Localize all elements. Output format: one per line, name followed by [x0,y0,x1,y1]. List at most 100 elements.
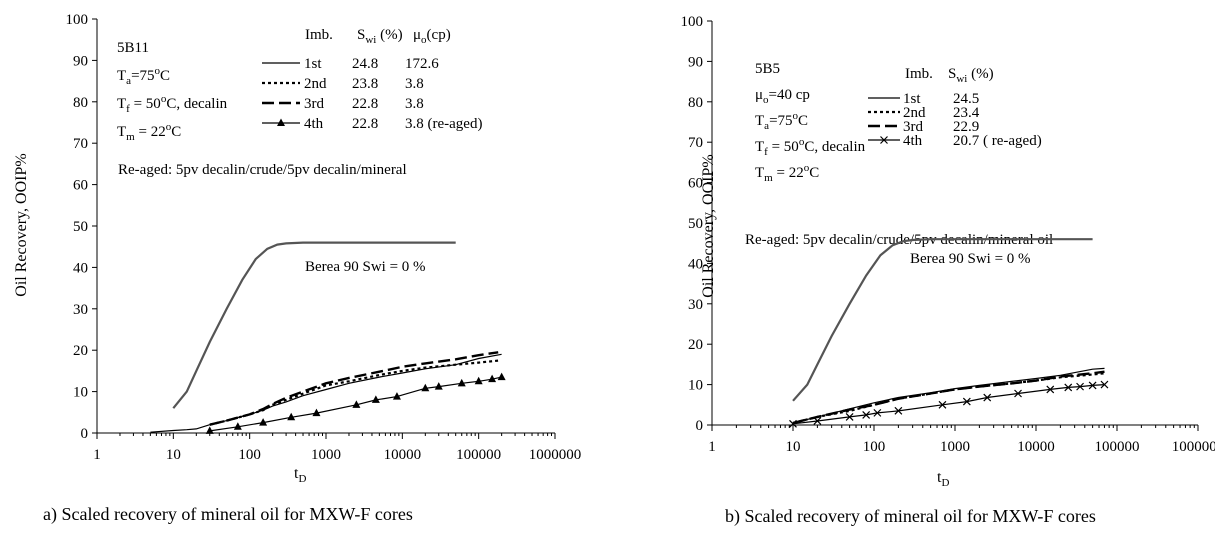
panel-b-info-line: Tf = 50oC, decalin [755,136,866,158]
panel-a-info-text: o [161,93,167,105]
panel-a-info-text: C [171,124,181,140]
panel-a-legend-label: 1st [304,56,322,72]
panel-b-x-axis-label: tD [937,469,949,489]
panel-a-info-text: C, decalin [166,96,227,112]
panel-a: Oil Recovery, OOIP% tD a) Scaled recover… [13,27,482,525]
panel-a-data-point [233,422,242,430]
panel-b-legend-marker [880,136,888,144]
panel-a-berea-note: Berea 90 Swi = 0 % [305,259,426,275]
panel-b-info-text: a [764,120,769,132]
panel-a-y-tick-label: 40 [73,260,88,276]
panel-b-y-tick-label: 100 [681,14,704,30]
panel-b-data-point [1064,383,1073,392]
panel-b-y-tick-label: 80 [688,95,703,111]
panel-a-info-text: T [117,124,126,140]
panel-a-legend-label: 3rd [304,96,324,112]
panel-a-x-tick-label: 100 [238,447,261,463]
panel-b-legend-header-swi: Swi (%) [948,66,994,85]
panel-b-series-solid [792,367,1105,424]
panel-a-info-text: C [160,68,170,84]
panel-b-data-point [873,408,882,417]
panel-a-legend-header-mu: μo(cp) [413,27,451,46]
panel-a-info-text: T [117,68,126,84]
panel-b-legend-label: 3rd [903,119,923,135]
panel-b-y-tick-label: 50 [688,216,703,232]
panel-a-data-point [474,376,483,385]
panel-a-legend-label: 2nd [304,76,327,92]
panel-a-legend-header-text: (cp) [427,27,451,43]
panel-a-x-axis-label: tD [294,465,306,485]
panel-b-series-dashed [792,370,1105,425]
panel-b-legend-label: 1st [903,91,921,107]
panel-a-legend: Imb. Swi (%) μo(cp) 1st 24.8 172.6 2nd 23.8 3.8 3… [262,27,482,132]
panel-a-info-line: Tm = 22oC [117,121,181,143]
panel-b-info-text: C, decalin [804,139,865,155]
panel-b-legend-header-imb: Imb. [905,66,933,82]
panel-b-legend: Imb. Swi (%) 1st 24.5 2nd 23.4 3rd 22.9 4th 20.7 … [868,66,1042,149]
panel-a-legend-swi-value: 23.8 [352,76,378,92]
panel-a-caption: a) Scaled recovery of mineral oil for MX… [43,504,413,525]
panel-b-info-text: o [804,162,810,174]
panel-b-y-tick-label: 0 [696,418,704,434]
panel-b-info-text: T [755,113,764,129]
panel-a-legend-swi-value: 22.8 [352,116,378,132]
panel-b-series-berea [792,238,1093,402]
panel-a-series-dotted [209,359,499,426]
panel-b-y-tick-label: 30 [688,297,703,313]
panel-b-info-text: T [755,139,764,155]
panel-a-legend-label: 4th [304,116,324,132]
panel-b-info-text: m [764,172,773,184]
panel-b-info-line: Ta=75oC [755,110,808,132]
panel-b-y-tick-label: 70 [688,135,703,151]
panel-a-legend-header-swi: Swi (%) [357,27,403,46]
panel-a-x-tick-label: 10000 [384,447,422,463]
panel-a-data-point [434,382,443,390]
panel-a-info-text: T [117,96,126,112]
panel-a-reaged-note: Re-aged: 5pv decalin/crude/5pv decalin/m… [118,162,407,178]
panel-b-x-tick-label: 1 [708,439,716,455]
panel-b-series-dotted [792,372,1105,425]
panel-b-info-text: f [764,146,768,158]
panel-a-series-berea [172,241,456,409]
panel-a-y-tick-label: 80 [73,95,88,111]
panel-a-data-point [488,374,497,383]
panel-b-legend-swi-value: 23.4 [953,105,980,121]
panel-b-info-text: μ [755,87,763,103]
panel-b-info-text: o [763,94,769,106]
panel-b-info-text: = 50 [768,139,799,155]
panel-a-legend-marker [277,118,285,126]
panel-a-info-text: = 22 [135,124,166,140]
panel-b-legend-swi-value: 22.9 [953,119,979,135]
panel-b-y-axis-label: Oil Recovery, OOIP% [700,154,717,297]
panel-b-info-line: 5B5 [755,61,780,77]
panel-b-data-point [938,400,947,409]
panel-a-y-tick-label: 90 [73,53,88,69]
panel-b-y-tick-label: 40 [688,256,703,272]
panel-b-info-text: =75 [769,113,792,129]
panel-b-legend-swi-value: 24.5 [953,91,979,107]
panel-a-y-tick-label: 20 [73,343,88,359]
panel-b-data-point [845,412,854,421]
panel-a-y-tick-label: 100 [66,12,89,28]
panel-a-legend-mu-value: 3.8 (re-aged) [405,116,482,132]
panel-b-y-tick-label: 60 [688,176,703,192]
panel-b-legend-label: 2nd [903,105,926,121]
panel-a-legend-swi-value: 24.8 [352,56,378,72]
panel-b-info-text: o [793,110,799,122]
panel-b-x-tick-label: 10000 [1017,439,1055,455]
panel-a-info-text: =75 [131,68,154,84]
panel-a-data-point [259,418,268,426]
panel-b-data-point [1014,389,1022,398]
panel-b-info-line: Tm = 22oC [755,162,819,184]
panel-a-legend-mu-value: 3.8 [405,76,424,92]
panel-b-legend-header-text: wi [956,73,967,85]
panel-a-x-tick-label: 1000 [311,447,341,463]
panel-a-data-point [371,395,380,403]
panel-a-info-text: m [126,131,135,143]
panel-b-info-line: μo=40 cp [755,87,810,106]
panel-a-info-line: Tf = 50oC, decalin [117,93,228,115]
panel-a-info-text: a [126,75,131,87]
